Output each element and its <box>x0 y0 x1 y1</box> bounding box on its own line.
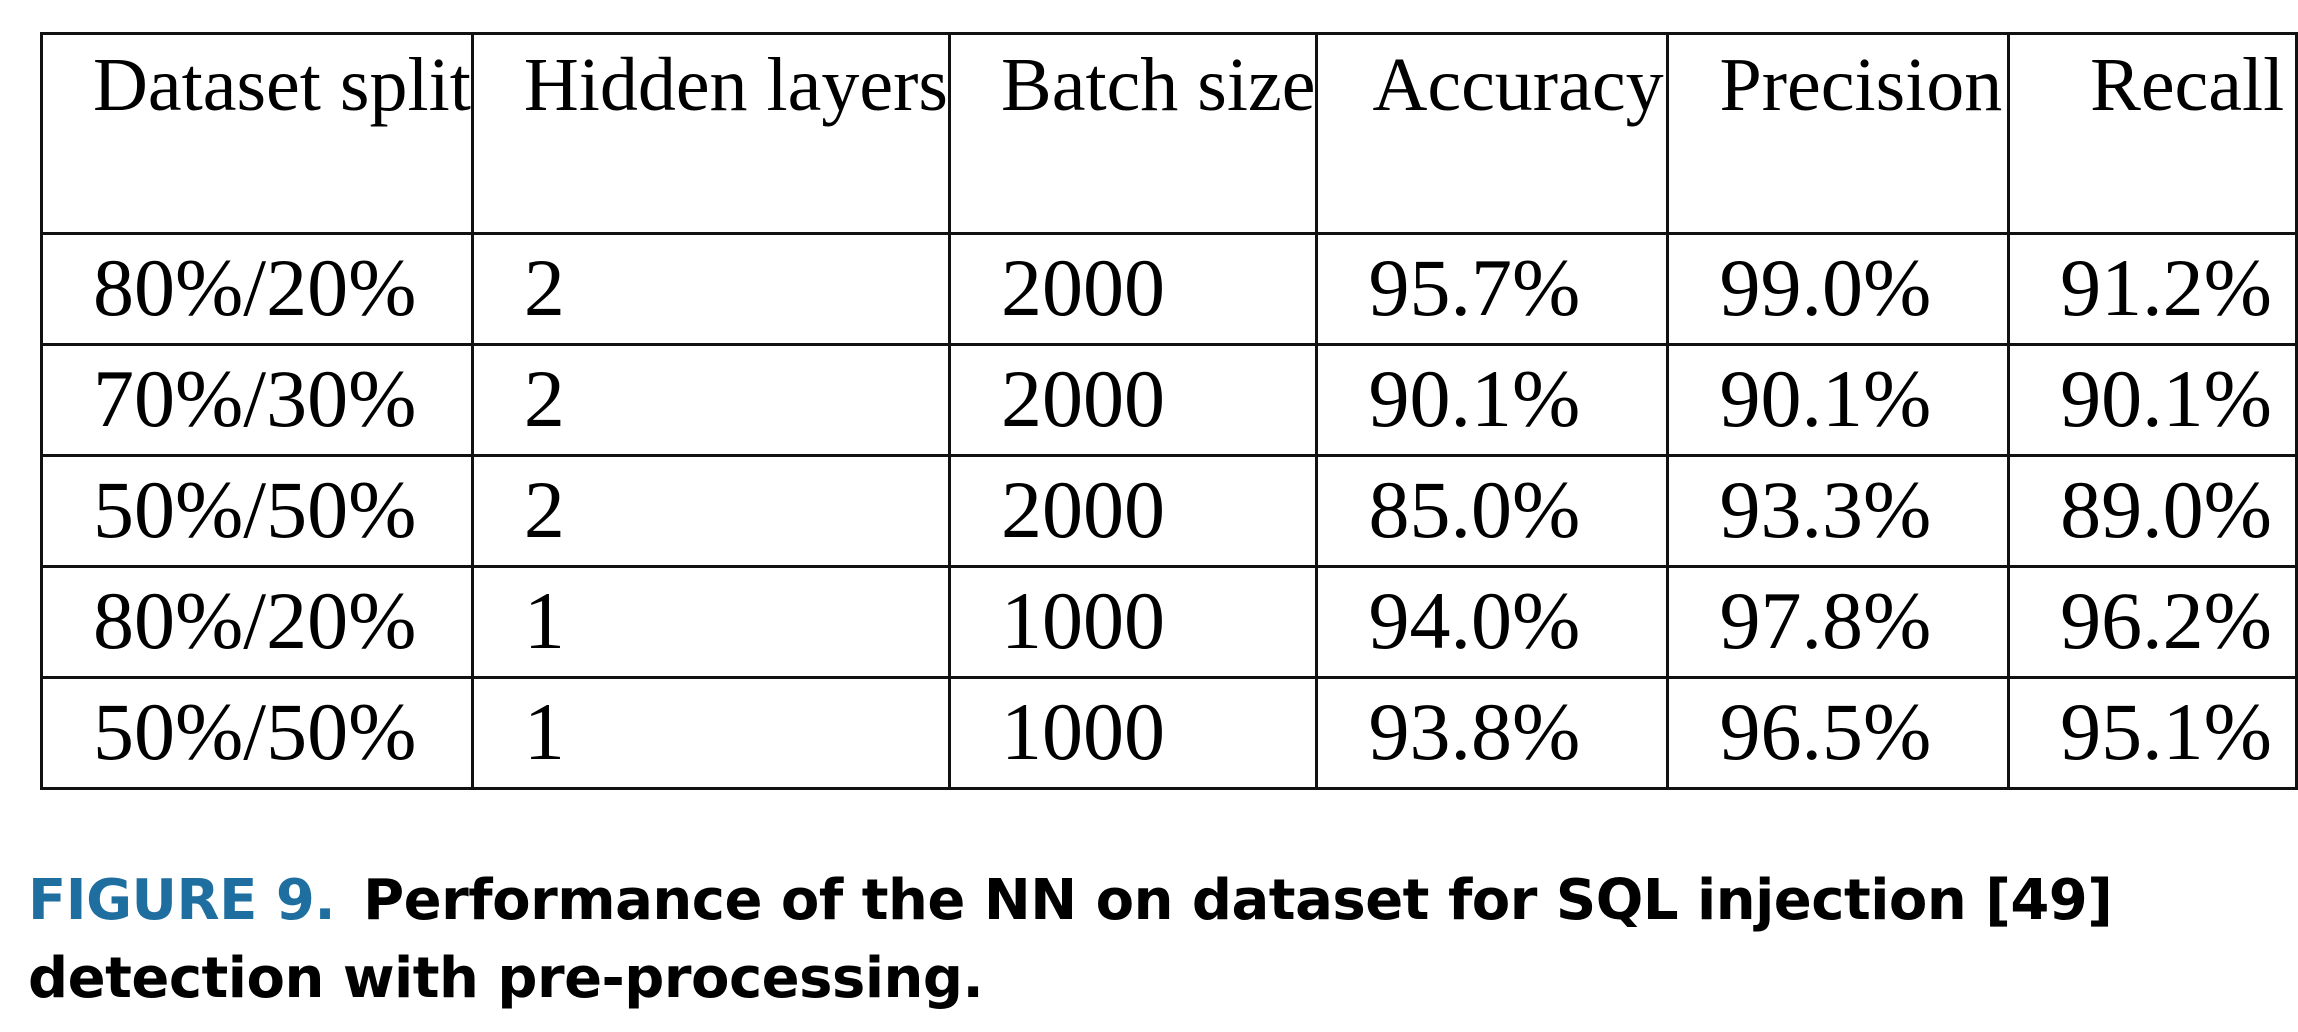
figure-label: FIGURE 9. <box>28 868 336 933</box>
cell-recall: 90.1% <box>2007 343 2298 457</box>
cell-precision: 93.3% <box>1666 454 2011 568</box>
cell-batch-size: 2000 <box>948 454 1319 568</box>
cell-batch-size: 1000 <box>948 565 1319 679</box>
cell-hidden-layers: 2 <box>470 343 952 457</box>
table-row: 50%/50% 2 2000 85.0% 93.3% 89.0% <box>40 454 2298 568</box>
header-accuracy: Accuracy <box>1315 32 1670 235</box>
cell-dataset-split: 70%/30% <box>40 343 474 457</box>
header-hidden-layers: Hidden layers <box>470 32 952 235</box>
header-recall: Recall <box>2007 32 2298 235</box>
results-table: Dataset split Hidden layers Batch size A… <box>40 32 2298 790</box>
cell-batch-size: 2000 <box>948 232 1319 346</box>
table-row: 70%/30% 2 2000 90.1% 90.1% 90.1% <box>40 343 2298 457</box>
cell-precision: 97.8% <box>1666 565 2011 679</box>
cell-hidden-layers: 1 <box>470 565 952 679</box>
cell-hidden-layers: 1 <box>470 676 952 790</box>
cell-batch-size: 1000 <box>948 676 1319 790</box>
cell-dataset-split: 50%/50% <box>40 676 474 790</box>
cell-precision: 99.0% <box>1666 232 2011 346</box>
cell-accuracy: 85.0% <box>1315 454 1670 568</box>
table-row: 80%/20% 1 1000 94.0% 97.8% 96.2% <box>40 565 2298 679</box>
cell-accuracy: 94.0% <box>1315 565 1670 679</box>
figure-caption-text: Performance of the NN on dataset for SQL… <box>28 868 2113 1011</box>
table-row: 80%/20% 2 2000 95.7% 99.0% 91.2% <box>40 232 2298 346</box>
header-precision: Precision <box>1666 32 2011 235</box>
cell-accuracy: 95.7% <box>1315 232 1670 346</box>
cell-precision: 90.1% <box>1666 343 2011 457</box>
cell-hidden-layers: 2 <box>470 232 952 346</box>
table-row: 50%/50% 1 1000 93.8% 96.5% 95.1% <box>40 676 2298 790</box>
cell-recall: 89.0% <box>2007 454 2298 568</box>
cell-dataset-split: 80%/20% <box>40 565 474 679</box>
cell-accuracy: 90.1% <box>1315 343 1670 457</box>
cell-batch-size: 2000 <box>948 343 1319 457</box>
cell-recall: 95.1% <box>2007 676 2298 790</box>
cell-recall: 96.2% <box>2007 565 2298 679</box>
cell-recall: 91.2% <box>2007 232 2298 346</box>
cell-dataset-split: 80%/20% <box>40 232 474 346</box>
header-batch-size: Batch size <box>948 32 1319 235</box>
cell-dataset-split: 50%/50% <box>40 454 474 568</box>
header-dataset-split: Dataset split <box>40 32 474 235</box>
figure-caption: FIGURE 9. Performance of the NN on datase… <box>28 862 2268 1018</box>
cell-hidden-layers: 2 <box>470 454 952 568</box>
cell-accuracy: 93.8% <box>1315 676 1670 790</box>
cell-precision: 96.5% <box>1666 676 2011 790</box>
table-header-row: Dataset split Hidden layers Batch size A… <box>40 32 2298 235</box>
